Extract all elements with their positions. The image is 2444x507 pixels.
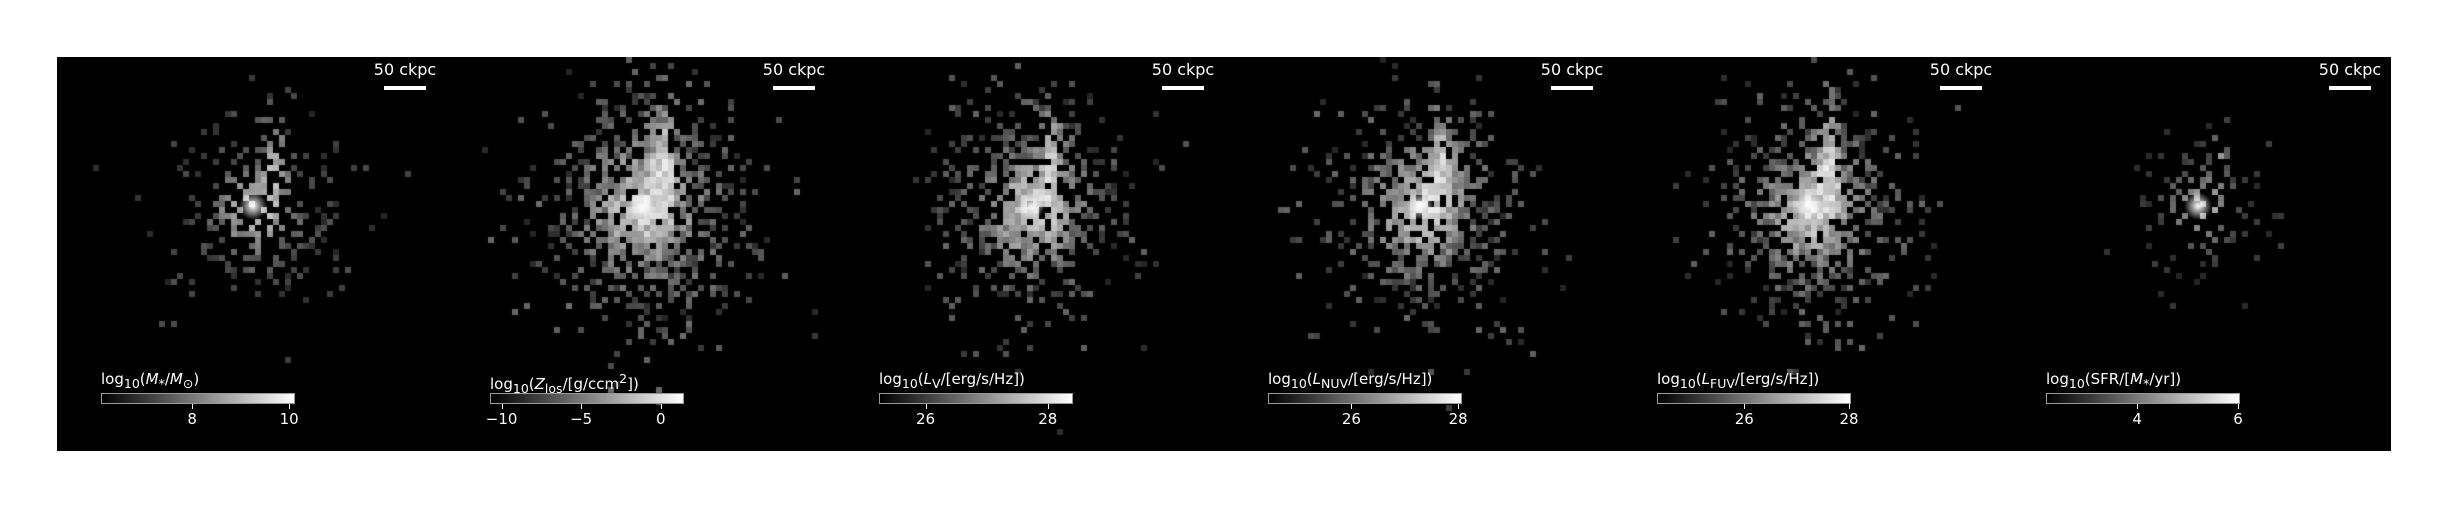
colorbar-tick xyxy=(1744,404,1746,409)
galaxy-map-image xyxy=(1613,57,2002,451)
scale-bar xyxy=(773,86,815,90)
panel-metallicity: 50 ckpc log10(Zlos/[g/ccm2]) −10 −5 0 xyxy=(446,57,835,451)
colorbar-title: log10(LV/[erg/s/Hz]) xyxy=(879,370,1025,391)
colorbar-title: log10(LNUV/[erg/s/Hz]) xyxy=(1268,370,1433,391)
panel-v-band: 50 ckpc log10(LV/[erg/s/Hz]) 26 28 xyxy=(835,57,1224,451)
colorbar-tick-label: 26 xyxy=(1341,410,1361,428)
scale-bar xyxy=(1162,86,1204,90)
colorbar-title: log10(Zlos/[g/ccm2]) xyxy=(490,371,639,396)
colorbar-title: log10(LFUV/[erg/s/Hz]) xyxy=(1657,370,1820,391)
scale-bar-label: 50 ckpc xyxy=(373,60,437,79)
colorbar-title: log10(M*/M⊙) xyxy=(101,370,200,391)
scale-bar-label: 50 ckpc xyxy=(2318,60,2382,79)
colorbar xyxy=(101,393,295,404)
colorbar-tick-label: −10 xyxy=(485,410,518,428)
colorbar-tick xyxy=(501,404,503,409)
colorbar-tick-label: −5 xyxy=(570,410,593,428)
colorbar-tick xyxy=(1047,404,1049,409)
colorbar-title: log10(SFR/[M*/yr]) xyxy=(2046,370,2182,391)
colorbar-tick xyxy=(581,404,583,409)
galaxy-map-image xyxy=(835,57,1224,451)
colorbar-tick xyxy=(1849,404,1851,409)
colorbar xyxy=(1268,393,1462,404)
galaxy-map-image xyxy=(446,57,835,451)
colorbar-tick xyxy=(192,404,194,409)
scale-bar-label: 50 ckpc xyxy=(762,60,826,79)
scale-bar xyxy=(1551,86,1593,90)
colorbar-tick xyxy=(925,404,927,409)
colorbar xyxy=(490,393,684,404)
colorbar-tick-label: 28 xyxy=(1038,410,1058,428)
panel-sfr: 50 ckpc log10(SFR/[M*/yr]) 4 6 xyxy=(2002,57,2391,451)
colorbar-tick-label: 26 xyxy=(1734,410,1754,428)
galaxy-map-image xyxy=(1224,57,1613,451)
panel-fuv-band: 50 ckpc log10(LFUV/[erg/s/Hz]) 26 28 xyxy=(1613,57,2002,451)
colorbar xyxy=(1657,393,1851,404)
colorbar-tick-label: 4 xyxy=(2132,410,2142,428)
scale-bar xyxy=(2329,86,2371,90)
galaxy-map-image xyxy=(2002,57,2391,451)
colorbar-tick-label: 6 xyxy=(2233,410,2243,428)
colorbar-tick xyxy=(2137,404,2139,409)
colorbar-tick xyxy=(1351,404,1353,409)
colorbar-tick-label: 0 xyxy=(655,410,666,428)
colorbar-tick-label: 8 xyxy=(187,410,197,428)
colorbar-tick xyxy=(660,404,662,409)
galaxy-map-image xyxy=(57,57,446,451)
colorbar-tick xyxy=(1458,404,1460,409)
scale-bar-label: 50 ckpc xyxy=(1540,60,1604,79)
scale-bar xyxy=(384,86,426,90)
panel-stellar-mass: 50 ckpc log10(M*/M⊙) 8 10 xyxy=(57,57,446,451)
scale-bar-label: 50 ckpc xyxy=(1151,60,1215,79)
scale-bar xyxy=(1940,86,1982,90)
scale-bar-label: 50 ckpc xyxy=(1929,60,1993,79)
panel-nuv-band: 50 ckpc log10(LNUV/[erg/s/Hz]) 26 28 xyxy=(1224,57,1613,451)
colorbar xyxy=(879,393,1073,404)
colorbar xyxy=(2046,393,2240,404)
colorbar-tick xyxy=(289,404,291,409)
map-strip: 50 ckpc log10(M*/M⊙) 8 10 50 ckpc log10(Zlos/… xyxy=(57,57,2391,451)
colorbar-tick xyxy=(2238,404,2240,409)
colorbar-tick-label: 28 xyxy=(1839,410,1859,428)
colorbar-tick-label: 10 xyxy=(279,410,299,428)
colorbar-tick-label: 26 xyxy=(916,410,936,428)
colorbar-tick-label: 28 xyxy=(1448,410,1468,428)
